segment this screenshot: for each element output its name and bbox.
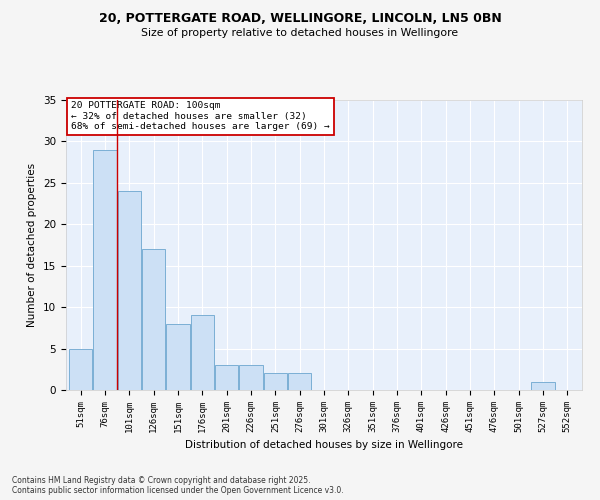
Y-axis label: Number of detached properties: Number of detached properties [28,163,37,327]
Text: Contains HM Land Registry data © Crown copyright and database right 2025.
Contai: Contains HM Land Registry data © Crown c… [12,476,344,495]
Bar [191,316,214,390]
Bar [288,374,311,390]
Bar [94,150,116,390]
Bar [532,382,554,390]
Text: Size of property relative to detached houses in Wellingore: Size of property relative to detached ho… [142,28,458,38]
X-axis label: Distribution of detached houses by size in Wellingore: Distribution of detached houses by size … [185,440,463,450]
Bar [239,365,263,390]
Bar [118,191,141,390]
Bar [215,365,238,390]
Bar [166,324,190,390]
Bar [69,348,92,390]
Text: 20 POTTERGATE ROAD: 100sqm
← 32% of detached houses are smaller (32)
68% of semi: 20 POTTERGATE ROAD: 100sqm ← 32% of deta… [71,102,330,132]
Bar [264,374,287,390]
Bar [142,249,165,390]
Text: 20, POTTERGATE ROAD, WELLINGORE, LINCOLN, LN5 0BN: 20, POTTERGATE ROAD, WELLINGORE, LINCOLN… [98,12,502,26]
